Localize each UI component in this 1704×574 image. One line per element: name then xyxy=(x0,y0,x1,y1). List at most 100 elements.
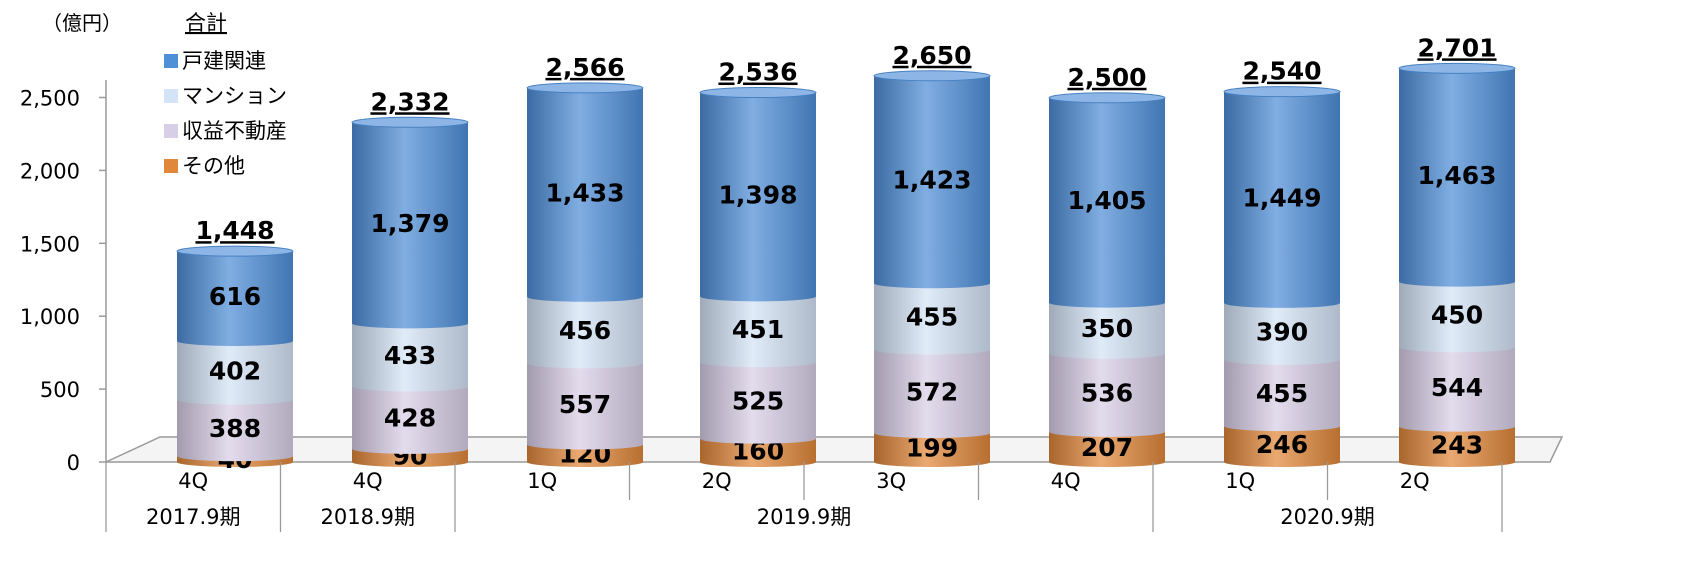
bar-segment xyxy=(1049,302,1165,359)
y-axis: 0 500 1,000 1,500 2,000 2,500 xyxy=(20,80,107,475)
data-label: 243 xyxy=(1431,430,1483,459)
y-tick-label: 1,000 xyxy=(20,305,80,329)
x-category-label: 1Q xyxy=(527,469,557,493)
bar-segment xyxy=(527,87,643,302)
x-axis: 4Q 4Q 1Q 2Q 3Q 4Q 1Q 2Q 2017.9期 2018.9期 2019.9期 202… xyxy=(105,462,1503,532)
total-label: 2,332 xyxy=(370,87,449,116)
floor-plane xyxy=(105,436,1564,463)
bar-stack: 246 455 390 1,449 2,540 xyxy=(1223,57,1341,467)
bar-segment xyxy=(874,349,990,438)
bar-segment xyxy=(1224,302,1340,365)
y-tick-label: 2,500 xyxy=(20,87,80,111)
x-group-label: 2019.9期 xyxy=(757,505,851,529)
bar-segment xyxy=(177,340,293,405)
bar-segment xyxy=(1224,426,1340,467)
total-label: 2,566 xyxy=(545,53,624,82)
bar-cap xyxy=(526,82,644,94)
data-label: 388 xyxy=(209,414,261,443)
x-group-label: 2020.9期 xyxy=(1280,505,1374,529)
data-label: 1,463 xyxy=(1417,161,1496,190)
bar-segment xyxy=(1049,353,1165,437)
bar-segment xyxy=(874,283,990,355)
bar-stack: 207 536 350 1,405 2,500 xyxy=(1048,63,1166,467)
x-group-label: 2018.9期 xyxy=(321,505,415,529)
data-label: 1,449 xyxy=(1242,183,1321,212)
legend-label: 戸建関連 xyxy=(182,49,266,73)
bar-cap xyxy=(176,245,294,257)
x-category-label: 4Q xyxy=(353,469,383,493)
data-label: 525 xyxy=(732,386,784,415)
legend-label: マンション xyxy=(182,84,287,108)
data-label: 402 xyxy=(209,356,261,385)
legend-label: その他 xyxy=(182,154,245,178)
data-label: 199 xyxy=(906,433,958,462)
bar-segment xyxy=(1049,431,1165,467)
bar-segment xyxy=(1399,347,1515,432)
bar-cap xyxy=(1223,86,1341,98)
x-category-label: 3Q xyxy=(876,469,906,493)
total-label: 1,448 xyxy=(195,216,274,245)
bar-cap xyxy=(699,87,817,99)
data-label: 1,423 xyxy=(892,166,971,195)
bar-segment xyxy=(1049,97,1165,308)
bar-cap xyxy=(1398,62,1516,74)
data-label: 557 xyxy=(559,390,611,419)
y-tick-label: 2,000 xyxy=(20,159,80,183)
legend-swatch xyxy=(164,124,178,138)
data-label: 450 xyxy=(1431,300,1483,329)
legend-swatch xyxy=(164,54,178,68)
data-label: 572 xyxy=(906,377,958,406)
bar-segment xyxy=(177,251,293,346)
bar-stack: 403884026161,448 xyxy=(176,216,294,474)
bar-cap xyxy=(1048,92,1166,104)
legend-label: 収益不動産 xyxy=(182,119,287,143)
bar-stack: 243 544 450 1,463 2,701 xyxy=(1398,33,1516,467)
x-category-label: 2Q xyxy=(702,469,732,493)
legend-title: 合計 xyxy=(185,11,227,35)
bar-segment xyxy=(352,386,469,454)
bar-segment xyxy=(1399,426,1515,467)
data-label: 1,433 xyxy=(545,178,624,207)
data-label: 544 xyxy=(1431,373,1483,402)
bar-segment xyxy=(352,122,469,329)
bar-segment xyxy=(527,296,643,369)
bar-segment xyxy=(352,323,469,392)
bar-segment xyxy=(352,448,468,467)
bar-segment xyxy=(527,363,643,450)
total-label: 2,536 xyxy=(718,58,797,87)
total-label: 2,500 xyxy=(1067,63,1146,92)
bar-cap xyxy=(351,116,469,128)
data-label: 616 xyxy=(209,282,261,311)
data-label: 456 xyxy=(559,316,611,345)
bar-segment xyxy=(1399,68,1515,287)
legend-item: その他 xyxy=(164,154,245,178)
bar-segment xyxy=(700,362,816,444)
bar-segment xyxy=(700,296,816,368)
legend-swatch xyxy=(164,159,178,173)
bar-segment xyxy=(1399,281,1515,353)
data-label: 1,379 xyxy=(370,209,449,238)
data-label: 1,398 xyxy=(718,180,797,209)
total-label: 2,701 xyxy=(1417,33,1496,62)
x-category-label: 4Q xyxy=(1051,469,1081,493)
bar-segment xyxy=(527,444,643,467)
data-label: 428 xyxy=(384,404,436,433)
data-label: 433 xyxy=(384,341,436,370)
bar-segment xyxy=(874,432,990,467)
legend-item: 戸建関連 xyxy=(164,49,266,73)
x-category-label: 2Q xyxy=(1400,469,1430,493)
bar-segment xyxy=(874,75,990,289)
bar-stack: 199 572 455 1,423 2,650 xyxy=(873,41,991,467)
total-label: 2,540 xyxy=(1242,57,1321,86)
data-label: 390 xyxy=(1256,317,1308,346)
total-label: 2,650 xyxy=(892,41,971,70)
bar-cap xyxy=(873,70,991,82)
data-label: 1,405 xyxy=(1067,186,1146,215)
data-label: 350 xyxy=(1081,314,1133,343)
legend-swatch xyxy=(164,89,178,103)
